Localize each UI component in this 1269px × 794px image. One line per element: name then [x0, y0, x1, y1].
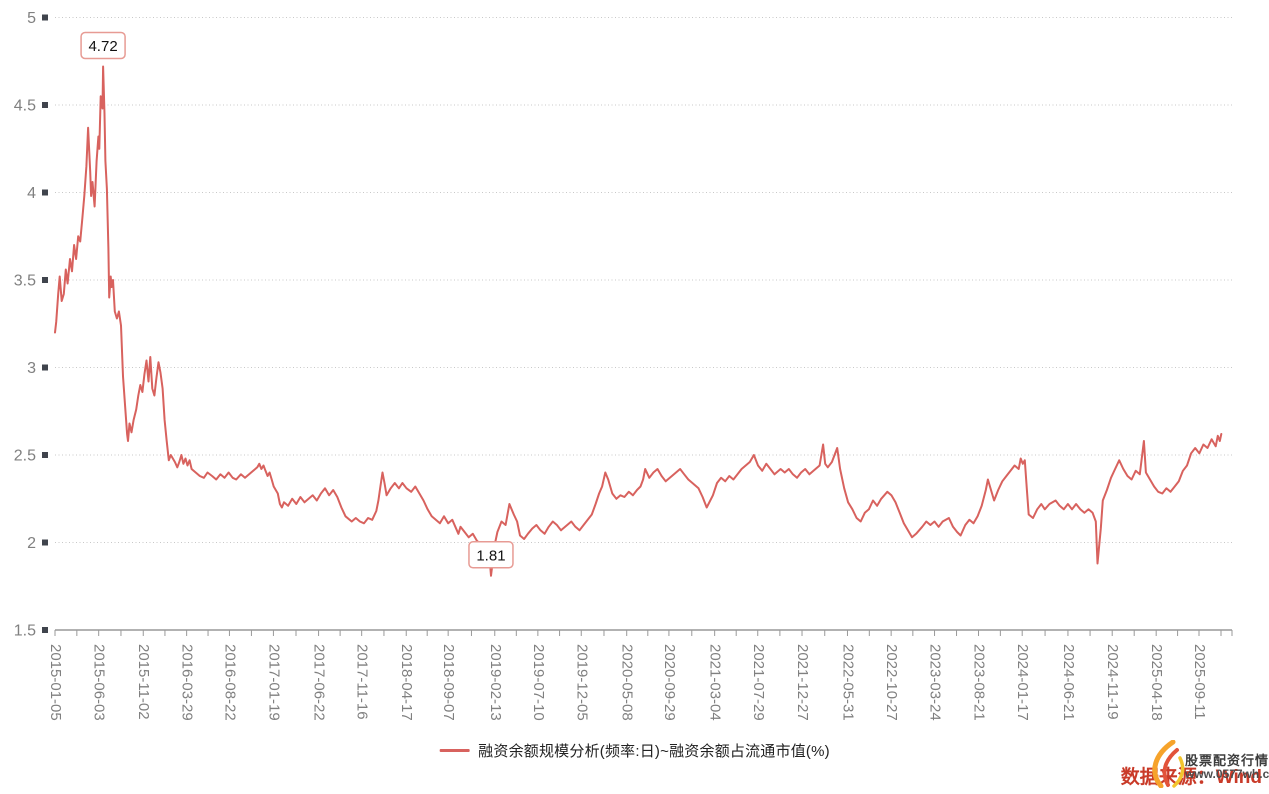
x-axis-label: 2020-09-29	[661, 644, 678, 721]
series-line	[54, 65, 1223, 577]
y-tick-square	[42, 189, 48, 196]
x-axis-label: 2019-02-13	[487, 644, 504, 721]
x-axis-label: 2019-07-10	[530, 644, 547, 721]
x-axis-label: 2022-05-31	[839, 644, 856, 721]
x-axis-label: 2021-12-27	[794, 644, 811, 721]
x-axis-label: 2015-11-02	[135, 644, 152, 720]
annotation-label: 4.72	[88, 38, 117, 55]
x-axis-label: 2024-11-19	[1104, 644, 1121, 720]
x-axis-label: 2015-06-03	[91, 644, 108, 721]
y-axis-label: 2.5	[14, 448, 36, 465]
y-tick-square	[42, 627, 48, 633]
legend: 融资余额规模分析(频率:日)~融资余额占流通市值(%)	[439, 740, 830, 761]
y-tick-square	[42, 539, 48, 546]
y-axis-label: 1.5	[14, 623, 36, 640]
x-axis-label: 2024-06-21	[1060, 644, 1077, 721]
x-axis-label: 2016-03-29	[179, 644, 196, 721]
y-axis-label: 4	[27, 185, 36, 202]
site-watermark-url: www.0577wh.com	[1185, 767, 1269, 781]
flame-icon	[1152, 740, 1185, 788]
annotation-box	[468, 541, 514, 569]
x-axis-label: 2018-09-07	[440, 644, 457, 721]
annotation-label: 1.81	[476, 547, 505, 564]
x-axis-label: 2024-01-17	[1014, 644, 1031, 721]
y-axis-label: 4.5	[14, 98, 36, 115]
x-axis-label: 2021-07-29	[750, 644, 767, 721]
site-watermark: 股票配资行情 www.0577wh.com	[1147, 740, 1269, 790]
annotation-box	[80, 31, 126, 60]
x-axis-label: 2023-03-24	[927, 644, 944, 721]
y-tick-square	[42, 277, 48, 283]
site-watermark-title: 股票配资行情	[1185, 753, 1269, 768]
x-axis-label: 2025-04-18	[1148, 644, 1165, 721]
legend-line-marker	[439, 749, 470, 752]
line-chart: 5 4.5 4 3.5 3 2.5 2 1.5 2015-01-05 2015-06-03 2015…	[14, 10, 1233, 721]
y-axis-label: 3.5	[14, 273, 36, 290]
x-axis-label: 2020-05-08	[619, 644, 636, 721]
x-axis-label: 2017-06-22	[311, 644, 328, 721]
y-axis-label: 5	[27, 10, 36, 27]
x-axis-label: 2021-03-04	[707, 644, 724, 721]
x-axis-label: 2023-08-21	[971, 644, 988, 721]
y-axis-label: 3	[27, 360, 36, 377]
y-axis-label: 2	[27, 535, 36, 552]
x-axis-label: 2018-04-17	[398, 644, 415, 721]
x-axis-label: 2022-10-27	[883, 644, 900, 721]
legend-label: 融资余额规模分析(频率:日)~融资余额占流通市值(%)	[478, 743, 830, 760]
y-tick-square	[42, 14, 48, 21]
x-axis-label: 2019-12-05	[573, 644, 590, 721]
x-axis-label: 2016-08-22	[221, 644, 238, 721]
x-axis-label: 2017-01-19	[265, 644, 282, 721]
y-tick-square	[42, 364, 48, 371]
y-tick-square	[42, 102, 48, 108]
y-tick-square	[42, 452, 48, 458]
x-axis-label: 2015-01-05	[47, 644, 64, 721]
x-axis-label: 2025-09-11	[1191, 644, 1208, 720]
x-axis-label: 2017-11-16	[354, 644, 371, 720]
